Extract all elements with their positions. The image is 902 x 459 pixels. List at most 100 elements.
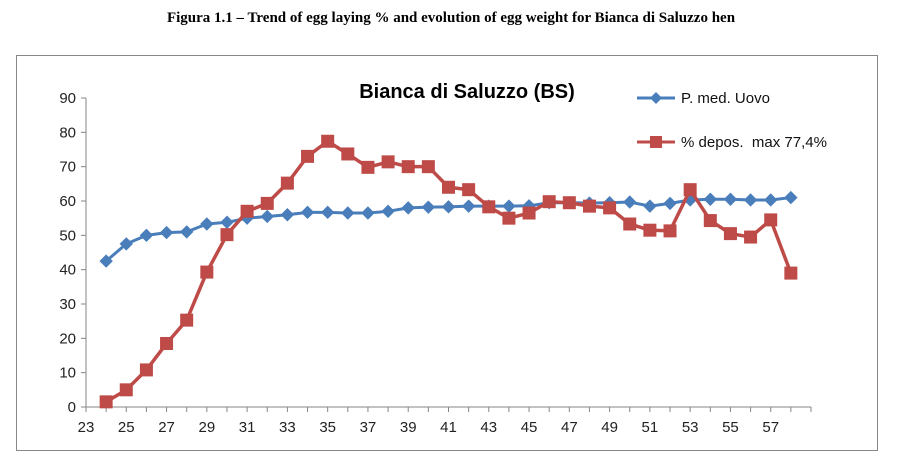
x-tick-label: 35 xyxy=(319,419,336,436)
data-point xyxy=(240,204,254,218)
x-tick-label: 47 xyxy=(561,419,578,436)
x-tick-label: 33 xyxy=(279,419,296,436)
data-point xyxy=(401,160,415,174)
data-point xyxy=(421,160,435,174)
series-layer xyxy=(99,134,798,409)
data-point xyxy=(442,180,455,194)
data-point xyxy=(180,313,194,327)
legend-label: P. med. Uovo xyxy=(681,90,770,107)
data-point xyxy=(623,195,637,209)
data-point xyxy=(160,336,174,350)
y-tick-label: 60 xyxy=(59,193,76,210)
data-point xyxy=(99,395,113,409)
legend-label: % depos. max 77,4% xyxy=(681,134,827,151)
data-point xyxy=(683,183,697,197)
data-point xyxy=(341,147,355,161)
data-point xyxy=(623,217,637,231)
data-point xyxy=(723,192,738,206)
data-point xyxy=(764,213,778,227)
chart-title: Bianca di Saluzzo (BS) xyxy=(359,81,575,103)
data-point xyxy=(119,237,133,251)
chart-frame: Bianca di Saluzzo (BS) 0 10 20 30 40 50 60 70 80… xyxy=(16,55,878,451)
x-tick-label: 29 xyxy=(198,419,215,436)
data-point xyxy=(401,201,415,215)
x-tick-label: 39 xyxy=(400,419,417,436)
x-tick-label: 49 xyxy=(601,419,618,436)
y-tick-label: 70 xyxy=(59,159,76,176)
legend: P. med. Uovo % depos. max 77,4% xyxy=(637,90,827,151)
series-1 xyxy=(99,190,798,268)
data-point xyxy=(260,196,274,210)
x-tick-label: 23 xyxy=(78,419,95,436)
x-tick-label: 51 xyxy=(642,419,659,436)
data-point xyxy=(361,160,375,174)
data-point xyxy=(260,209,274,224)
x-tick-label: 31 xyxy=(239,419,256,436)
data-point xyxy=(220,215,234,229)
data-point xyxy=(643,223,657,237)
data-point xyxy=(421,200,436,214)
chart-svg: Bianca di Saluzzo (BS) 0 10 20 30 40 50 60 70 80… xyxy=(59,81,827,436)
y-tick-label: 30 xyxy=(59,296,76,313)
data-point xyxy=(764,193,778,207)
x-tick-label: 45 xyxy=(521,419,538,436)
y-tick-label: 0 xyxy=(68,399,76,416)
x-tick-label: 37 xyxy=(360,419,377,436)
x-tick-label: 27 xyxy=(158,419,175,436)
x-tick-label: 55 xyxy=(722,419,739,436)
data-point xyxy=(139,363,153,377)
data-point xyxy=(743,193,758,207)
x-tick-label: 57 xyxy=(762,419,779,436)
axes: 0 10 20 30 40 50 60 70 80 90 23 25 27 29 31 33 35 37 39 41 4… xyxy=(59,90,812,436)
data-point xyxy=(482,200,496,214)
x-tick-label: 41 xyxy=(440,419,457,436)
y-tick-label: 40 xyxy=(59,262,76,279)
data-point xyxy=(502,199,516,213)
data-point xyxy=(542,195,556,209)
data-point xyxy=(320,205,335,220)
data-point xyxy=(461,199,476,213)
data-point xyxy=(784,190,798,205)
data-point xyxy=(119,383,133,397)
data-point xyxy=(139,228,154,243)
legend-swatch-marker xyxy=(650,136,662,148)
data-point xyxy=(381,204,395,219)
y-tick-label: 10 xyxy=(59,365,76,382)
data-point xyxy=(280,208,295,222)
data-point xyxy=(663,224,677,238)
data-point xyxy=(179,225,194,239)
data-point xyxy=(582,199,596,213)
data-point xyxy=(361,206,375,220)
x-tick-label: 25 xyxy=(118,419,135,436)
data-point xyxy=(784,266,798,280)
data-point xyxy=(381,155,395,169)
figure-caption: Figura 1.1 – Trend of egg laying % and e… xyxy=(166,10,736,26)
y-tick-label: 50 xyxy=(59,227,76,244)
data-point xyxy=(341,206,355,220)
data-point xyxy=(723,227,737,241)
data-point xyxy=(441,200,456,214)
y-tick-label: 80 xyxy=(59,124,76,141)
data-point xyxy=(300,205,315,220)
data-point xyxy=(744,230,758,244)
x-tick-label: 53 xyxy=(682,419,699,436)
x-tick-label: 43 xyxy=(480,419,497,436)
legend-swatch-marker xyxy=(650,92,662,104)
data-point xyxy=(603,201,617,215)
data-point xyxy=(703,214,717,228)
data-point xyxy=(200,265,214,279)
y-tick-label: 90 xyxy=(59,90,76,107)
data-point xyxy=(99,254,113,268)
data-point xyxy=(643,199,657,213)
data-point xyxy=(321,134,335,148)
data-point xyxy=(200,217,214,231)
data-point xyxy=(502,211,516,225)
data-point xyxy=(301,149,315,163)
data-point xyxy=(562,196,576,210)
data-point xyxy=(220,228,234,242)
data-point xyxy=(159,225,174,240)
data-point xyxy=(663,196,677,211)
data-point xyxy=(462,183,476,197)
data-point xyxy=(522,206,536,220)
data-point xyxy=(703,192,718,206)
